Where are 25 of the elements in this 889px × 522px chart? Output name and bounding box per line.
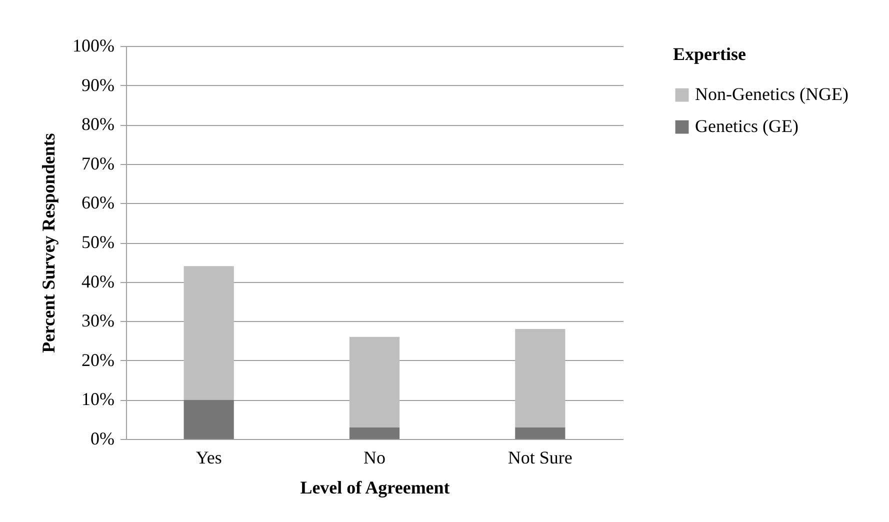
x-tick-label: No [364,448,386,468]
bar [515,328,566,428]
y-tick-label: 20% [82,350,114,370]
legend-label: Genetics (GE) [695,116,798,136]
y-tick-label: 100% [72,36,114,56]
x-axis-title: Level of Agreement [300,478,450,498]
legend-label: Non-Genetics (NGE) [695,84,848,104]
bar [349,336,400,428]
x-tick-label: Yes [196,448,222,468]
y-tick-label: 40% [82,271,114,292]
y-tick-label: 70% [82,153,114,174]
bar [184,266,234,400]
y-tick-label: 90% [82,74,114,95]
y-tick-label: 30% [82,310,114,331]
bar [349,427,400,439]
y-tick-label: 80% [82,114,114,134]
bar [184,400,234,439]
legend-title: Expertise [673,44,746,64]
y-tick-label: 10% [82,389,114,410]
y-tick-label: 50% [82,232,114,252]
y-tick-label: 60% [82,192,114,213]
x-tick-label: Not Sure [508,448,572,468]
bar [515,427,566,439]
y-axis-title: Percent Survey Respondents [38,133,59,353]
y-tick-label: 0% [90,428,114,448]
